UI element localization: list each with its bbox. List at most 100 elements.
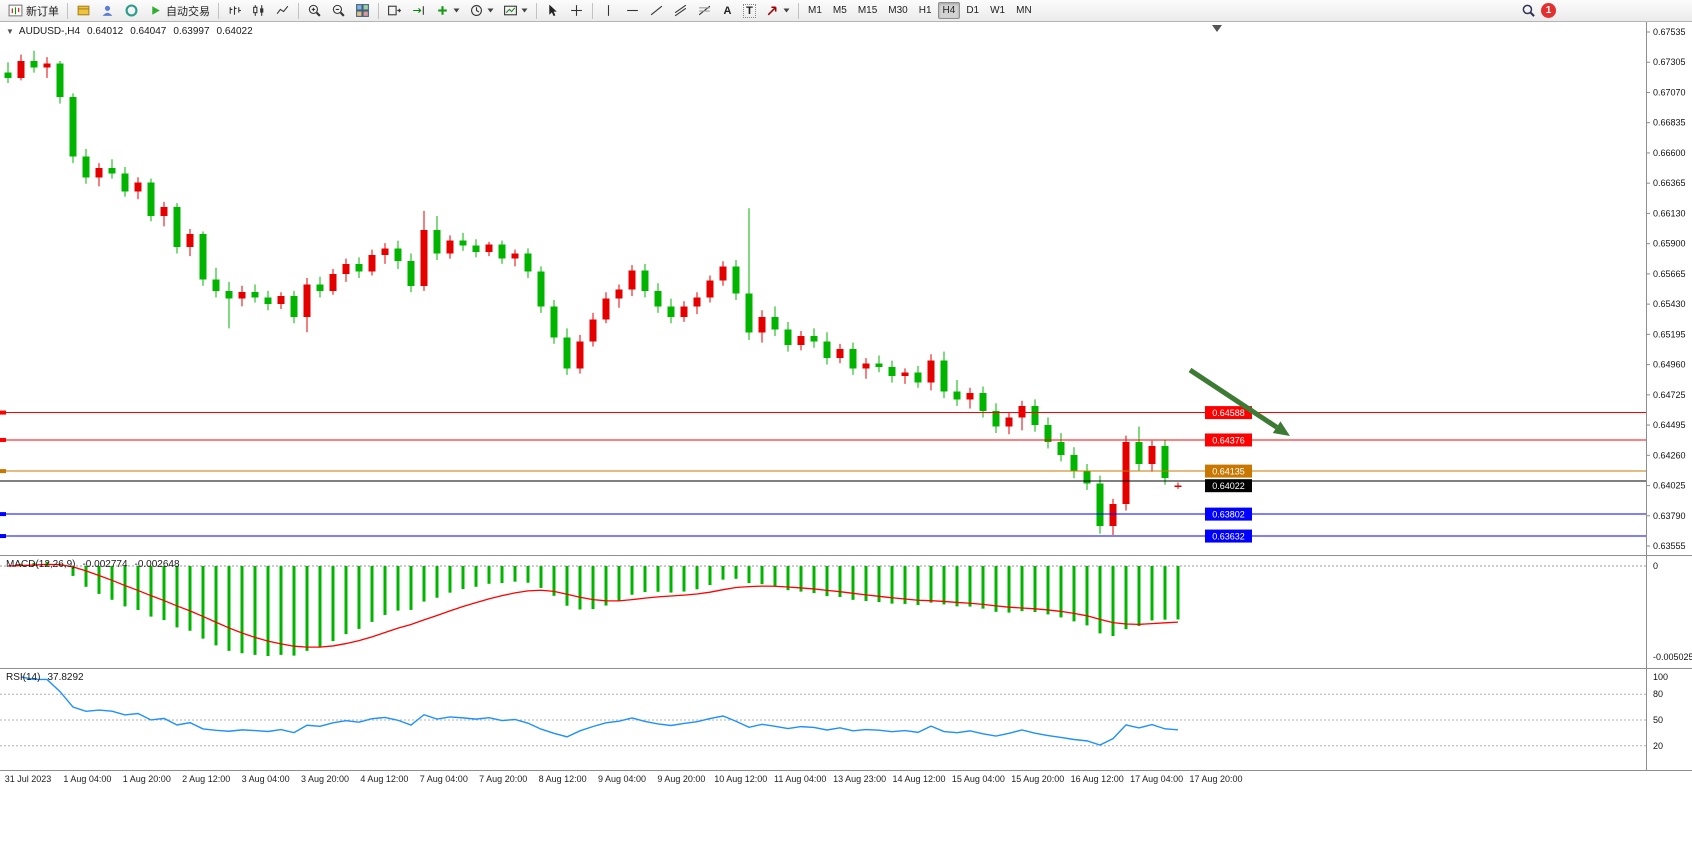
rsi-axis-label: 100	[1653, 672, 1668, 682]
candle-body	[940, 360, 948, 392]
candle-body	[1031, 405, 1039, 426]
candle-body	[823, 341, 831, 359]
macd-label: MACD(12,26,9)	[6, 559, 76, 570]
chart-shift-marker[interactable]	[1212, 25, 1222, 32]
timeframe-button-w1[interactable]: W1	[990, 5, 1006, 16]
timeframe-button-m1[interactable]: M1	[808, 5, 822, 16]
timeframe-button-h1[interactable]: H1	[918, 5, 932, 16]
candle	[264, 290, 272, 311]
candle	[706, 275, 714, 303]
candle	[771, 306, 779, 337]
main-price-chart[interactable]: 0.67535 0.67305 0.67070 0.66835 0.66600 0.663…	[0, 22, 1692, 555]
candle	[576, 334, 584, 374]
price-line-label-box	[1205, 529, 1252, 543]
candle	[550, 299, 558, 344]
candle	[407, 253, 415, 293]
templates-button[interactable]	[499, 1, 532, 20]
macd-axis-label: 0	[1653, 561, 1658, 571]
panel-divider[interactable]	[0, 555, 1692, 556]
rsi-panel[interactable]: 100 80 50 20	[0, 669, 1692, 770]
candle-body	[56, 63, 64, 98]
label-tool-button[interactable]: T	[739, 1, 760, 20]
candle-body	[576, 341, 584, 369]
indicators-button[interactable]	[431, 1, 464, 20]
new-order-icon	[8, 4, 23, 17]
notification-badge[interactable]: 1	[1541, 3, 1556, 18]
zoom-out-button[interactable]	[327, 1, 350, 20]
zoom-in-icon	[308, 4, 321, 17]
zoom-in-button[interactable]	[303, 1, 326, 20]
candle-body	[69, 97, 77, 157]
candle	[459, 232, 467, 251]
tile-windows-icon	[356, 4, 369, 17]
candlestick-chart-button[interactable]	[247, 1, 270, 20]
candle	[251, 284, 259, 303]
charts-button[interactable]	[72, 1, 95, 20]
timeframe-button-m30[interactable]: M30	[888, 5, 908, 16]
trend-arrow-head[interactable]	[1272, 421, 1290, 436]
periods-button[interactable]	[465, 1, 498, 20]
candle-body	[43, 63, 51, 68]
new-order-button[interactable]: 新订单	[4, 1, 63, 20]
timeframe-button-h4[interactable]: H4	[937, 2, 961, 19]
candle-body	[797, 336, 805, 346]
high-value: 0.64047	[130, 26, 167, 37]
panel-divider[interactable]	[0, 668, 1692, 669]
auto-scroll-button[interactable]	[407, 1, 430, 20]
text-tool-button[interactable]: A	[717, 1, 738, 20]
data-window-icon	[125, 4, 138, 17]
notification-count: 1	[1545, 5, 1552, 16]
fibonacci-button[interactable]	[693, 1, 716, 20]
cursor-button[interactable]	[541, 1, 564, 20]
candle	[1044, 417, 1052, 449]
candle	[1122, 435, 1130, 511]
candle-body	[303, 284, 311, 317]
candle	[95, 163, 103, 187]
candle	[966, 387, 974, 409]
panel-divider[interactable]	[0, 770, 1692, 771]
candle	[446, 235, 454, 259]
macd-signal-value: -0.002648	[134, 559, 180, 570]
rsi-label: RSI(14)	[6, 672, 41, 683]
horizontal-line-button[interactable]	[621, 1, 644, 20]
channel-button[interactable]	[669, 1, 692, 20]
timeframe-button-mn[interactable]: MN	[1016, 5, 1032, 16]
search-button[interactable]	[1517, 1, 1540, 20]
bar-chart-button[interactable]	[223, 1, 246, 20]
rsi-line	[20, 676, 1179, 746]
clock-icon	[471, 5, 482, 16]
one-click-trading-toggle[interactable]: ▼	[6, 27, 14, 36]
candle	[875, 355, 883, 373]
chevron-down-icon	[521, 8, 528, 13]
trend-arrow-shaft[interactable]	[1188, 367, 1279, 430]
candle-body	[147, 182, 155, 217]
time-axis[interactable]: 31 Jul 2023 1 Aug 04:00 1 Aug 20:00 2 Aug 1…	[0, 771, 1692, 789]
candle-body	[251, 292, 259, 298]
candle-body	[446, 240, 454, 254]
time-axis-label: 9 Aug 04:00	[597, 774, 647, 784]
macd-axis-label: -0.005025	[1653, 652, 1692, 662]
candle-body	[1161, 445, 1169, 479]
candle	[1083, 463, 1091, 490]
candle	[901, 368, 909, 384]
trendline-button[interactable]	[645, 1, 668, 20]
data-window-button[interactable]	[120, 1, 143, 20]
candle	[290, 290, 298, 324]
profiles-button[interactable]	[96, 1, 119, 20]
auto-trading-button[interactable]: 自动交易	[144, 1, 214, 20]
timeframe-button-m5[interactable]: M5	[832, 5, 847, 16]
arrows-tool-button[interactable]	[761, 1, 794, 20]
vertical-line-button[interactable]	[597, 1, 620, 20]
candle-body	[1018, 405, 1026, 418]
candle	[914, 365, 922, 388]
chevron-down-icon	[453, 8, 460, 13]
line-chart-button[interactable]	[271, 1, 294, 20]
candle	[797, 330, 805, 351]
chart-shift-button[interactable]	[383, 1, 406, 20]
candle	[641, 263, 649, 298]
tile-windows-button[interactable]	[351, 1, 374, 20]
crosshair-button[interactable]	[565, 1, 588, 20]
timeframe-button-m15[interactable]: M15	[857, 5, 878, 16]
macd-panel[interactable]: 0 -0.005025	[0, 556, 1692, 668]
timeframe-button-d1[interactable]: D1	[966, 5, 980, 16]
